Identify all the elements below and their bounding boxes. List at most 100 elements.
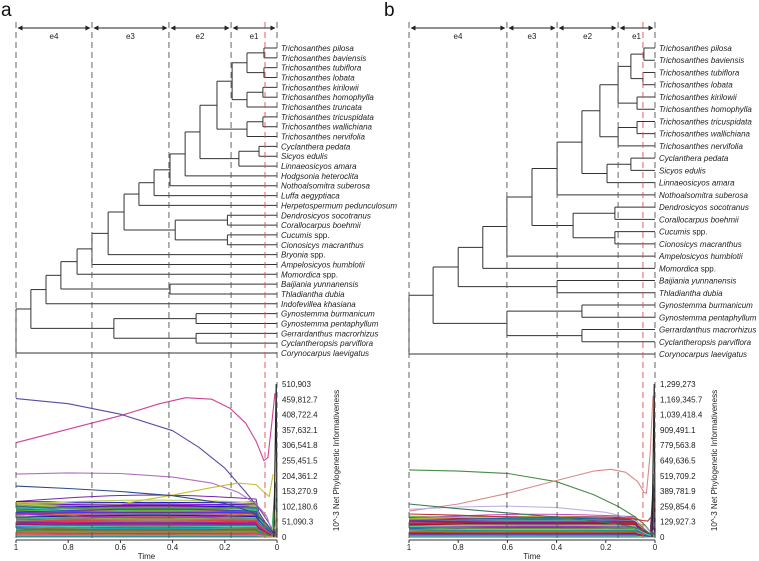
- taxon-label: Gerrardanthus macrorhizus: [281, 329, 378, 338]
- background-curve: [15, 530, 278, 538]
- y-tick-label: 408,722.4: [282, 411, 318, 420]
- background-curve: [409, 534, 656, 538]
- epoch-markers: e4 e3 e2 e1: [15, 22, 278, 540]
- epoch-label: e4: [454, 32, 463, 41]
- informativeness-curves: [408, 383, 656, 538]
- y-tick-label: 255,451.5: [282, 457, 318, 466]
- x-tick-label: 0: [275, 543, 280, 552]
- taxon-label: Nothoalsomitra suberosa: [281, 182, 370, 191]
- y-tick-label: 259,854.6: [660, 502, 696, 511]
- background-curve: [409, 491, 656, 538]
- y-tick-label: 1,169,345.7: [660, 395, 703, 404]
- arrowhead-left-icon: [619, 25, 625, 31]
- arrowhead-right-icon: [611, 25, 617, 31]
- taxon-label: Luffa aegyptiaca: [281, 192, 340, 201]
- taxon-label: Corynocarpus laevigatus: [281, 349, 369, 358]
- y-tick-label: 51,090.3: [282, 518, 314, 527]
- taxon-label: Trichosanthes homophylla: [281, 93, 374, 102]
- panel-letter-a: a: [1, 0, 12, 21]
- taxon-label: Bryonia spp.: [281, 251, 325, 260]
- x-tick-label: 0.6: [115, 543, 127, 552]
- arrowhead-right-icon: [648, 25, 654, 31]
- background-curve: [408, 529, 656, 538]
- arrowhead-left-icon: [17, 25, 23, 31]
- taxon-label: Trichosanthes pilosa: [659, 44, 732, 53]
- x-tick-label: 0.4: [167, 543, 179, 552]
- taxon-label: Corallocarpus boehmii: [281, 221, 361, 230]
- genus-name: Bryonia: [281, 251, 309, 260]
- series-violet: [15, 472, 273, 532]
- taxon-label: Gerrardanthus macrorhizus: [659, 326, 756, 335]
- taxon-label: Momordica spp.: [659, 264, 716, 273]
- y-tick-label: 649,636.5: [660, 457, 696, 466]
- genus-name: Momordica: [281, 270, 321, 279]
- series-yellow: [15, 474, 274, 505]
- taxon-label: Ampelosicyos humblotii: [280, 260, 365, 269]
- taxon-label: Cionosicys macranthus: [659, 240, 742, 249]
- y-tick-label: 779,563.8: [660, 441, 696, 450]
- background-curve: [15, 528, 278, 538]
- spp-suffix: spp.: [690, 228, 707, 237]
- y-tick-label: 0: [282, 533, 287, 542]
- taxon-label: Cionosicys macranthus: [281, 241, 364, 250]
- epoch-label: e2: [583, 32, 592, 41]
- plot-axes: 1 0.8 0.6 0.4 0.2 0 Time 0 51,090.3 102,180.6 153,…: [14, 380, 341, 561]
- y-tick-label: 306,541.8: [282, 441, 318, 450]
- background-curve: [15, 531, 278, 538]
- taxon-label: Gynostemma burmanicum: [659, 301, 753, 310]
- spp-suffix: spp.: [308, 251, 325, 260]
- taxon-label: Dendrosicyos socotranus: [281, 211, 371, 220]
- arrowhead-right-icon: [500, 25, 506, 31]
- background-curve: [408, 528, 656, 538]
- taxon-label: Indofevillea khasiana: [281, 300, 356, 309]
- taxon-label: Cyclantheropsis parviflora: [281, 339, 374, 348]
- background-curve: [15, 525, 278, 538]
- background-curve: [15, 517, 278, 538]
- arrowhead-right-icon: [85, 25, 91, 31]
- taxon-label: Trichosanthes kirilowii: [281, 83, 359, 92]
- background-curve: [15, 514, 278, 538]
- taxon-label: Gynostemma pentaphyllum: [659, 313, 757, 322]
- taxon-label: Trichosanthes tricuspidata: [659, 117, 752, 126]
- arrowhead-left-icon: [508, 25, 514, 31]
- arrowhead-left-icon: [232, 25, 238, 31]
- panel-letter-b: b: [384, 0, 395, 21]
- panel-b: b Trichosanthes pilosa Trichosanthes bavi…: [384, 0, 757, 561]
- x-tick-label: 0: [653, 543, 658, 552]
- taxon-label: Herpetospermum pedunculosum: [281, 201, 397, 210]
- taxon-label: Trichosanthes pilosa: [281, 44, 354, 53]
- spp-suffix: spp.: [312, 231, 329, 240]
- taxon-label: Thladiantha dubia: [659, 289, 723, 298]
- arrowhead-right-icon: [270, 25, 276, 31]
- taxon-label: Momordica spp.: [281, 270, 338, 279]
- taxon-label: Linnaeosicyos amara: [281, 162, 357, 171]
- series-magenta: [15, 393, 276, 462]
- taxon-label: Ampelosicyos humblotii: [658, 252, 743, 261]
- taxon-label: Gynostemma pentaphyllum: [281, 319, 379, 328]
- plot-axes: 1 0.8 0.6 0.4 0.2 0 Time 0 129,927.3 259,854.6 389…: [407, 380, 719, 561]
- taxon-label: Gynostemma burmanicum: [281, 310, 375, 319]
- taxon-label: Cucumis spp.: [281, 231, 329, 240]
- background-curve: [16, 535, 278, 538]
- y-tick-label: 1,039,418.4: [660, 411, 703, 420]
- arrowhead-left-icon: [410, 25, 416, 31]
- taxon-label: Cyclantheropsis parviflora: [659, 338, 752, 347]
- y-tick-label: 1,299,273: [660, 380, 696, 389]
- background-curve: [15, 506, 278, 538]
- taxon-label: Trichosanthes kirilowii: [659, 93, 737, 102]
- taxon-label: Trichosanthes tubiflora: [659, 68, 740, 77]
- y-axis-title: 10^-3 Net Phylogenetic Informativeness: [332, 390, 341, 531]
- background-curve: [409, 532, 656, 538]
- taxon-label: Linnaeosicyos amara: [659, 179, 735, 188]
- genus-name: Cucumis: [659, 228, 690, 237]
- informativeness-curves: [15, 383, 278, 538]
- background-curve: [408, 520, 656, 538]
- epoch-label: e3: [126, 32, 135, 41]
- y-tick-label: 459,812.7: [282, 395, 318, 404]
- background-curve: [15, 522, 278, 538]
- taxon-label: Trichosanthes lobata: [281, 74, 355, 83]
- taxon-label: Trichosanthes nervifolia: [659, 142, 743, 151]
